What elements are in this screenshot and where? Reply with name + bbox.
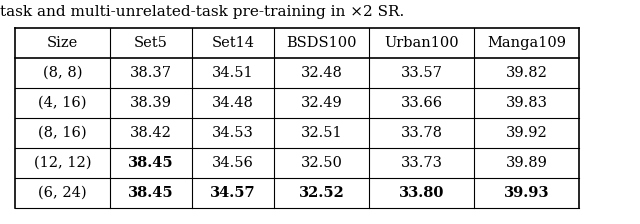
Text: Manga109: Manga109 [487, 36, 566, 50]
Text: (8, 8): (8, 8) [43, 66, 83, 80]
Text: 34.57: 34.57 [210, 186, 256, 200]
Text: 39.93: 39.93 [504, 186, 549, 200]
Text: Size: Size [47, 36, 78, 50]
Text: (8, 16): (8, 16) [38, 126, 87, 140]
Text: 38.42: 38.42 [130, 126, 172, 140]
Text: 32.48: 32.48 [301, 66, 342, 80]
Text: 38.45: 38.45 [128, 186, 174, 200]
Text: (6, 24): (6, 24) [38, 186, 87, 200]
Text: 39.82: 39.82 [506, 66, 547, 80]
Text: 32.50: 32.50 [301, 156, 342, 170]
Text: (4, 16): (4, 16) [38, 96, 87, 110]
Text: 32.51: 32.51 [301, 126, 342, 140]
Text: 33.78: 33.78 [401, 126, 442, 140]
Text: 38.39: 38.39 [130, 96, 172, 110]
Text: 39.92: 39.92 [506, 126, 547, 140]
Text: 32.52: 32.52 [299, 186, 344, 200]
Text: 34.51: 34.51 [212, 66, 254, 80]
Text: 33.57: 33.57 [401, 66, 442, 80]
Text: Urban100: Urban100 [384, 36, 459, 50]
Text: 33.80: 33.80 [399, 186, 444, 200]
Text: 39.83: 39.83 [506, 96, 547, 110]
Text: 38.37: 38.37 [130, 66, 172, 80]
Text: 39.89: 39.89 [506, 156, 547, 170]
Text: BSDS100: BSDS100 [286, 36, 356, 50]
Text: 33.66: 33.66 [401, 96, 443, 110]
Text: 34.56: 34.56 [212, 156, 254, 170]
Text: 38.45: 38.45 [128, 156, 174, 170]
Text: 34.53: 34.53 [212, 126, 254, 140]
Text: task and multi-unrelated-task pre-training in ×2 SR.: task and multi-unrelated-task pre-traini… [0, 5, 404, 19]
Text: (12, 12): (12, 12) [34, 156, 92, 170]
Text: 34.48: 34.48 [212, 96, 254, 110]
Text: 32.49: 32.49 [301, 96, 342, 110]
Text: Set5: Set5 [134, 36, 168, 50]
Text: 33.73: 33.73 [401, 156, 442, 170]
Text: Set14: Set14 [211, 36, 255, 50]
